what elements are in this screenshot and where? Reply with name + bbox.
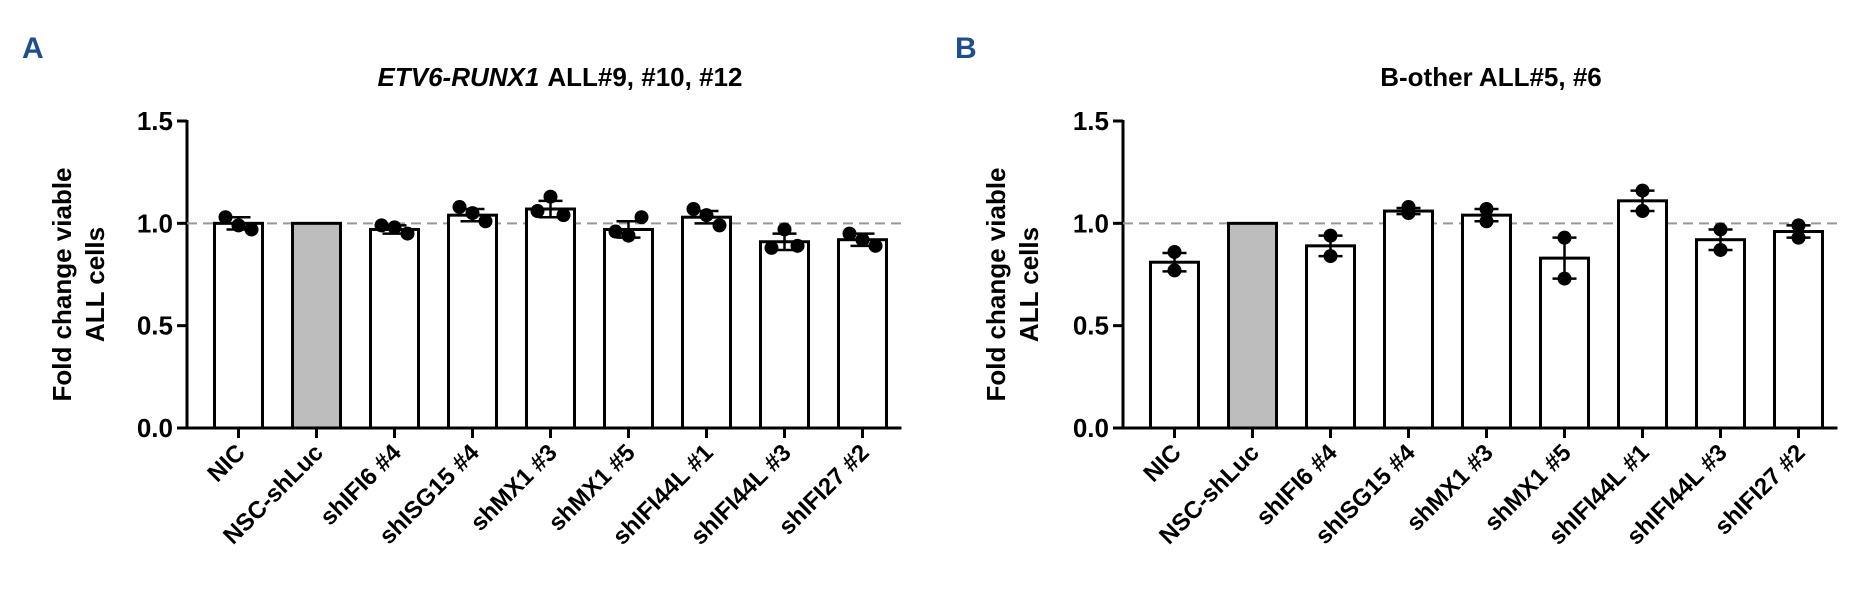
data-point [1713,242,1728,257]
data-point [777,222,792,237]
y-tick-label: 1.0 [137,208,173,238]
data-point [1791,218,1806,233]
bar [1383,209,1434,430]
data-point [1167,263,1182,278]
bar [1305,244,1356,430]
chart-title: ETV6-RUNX1 ALL#9, #10, #12 [378,62,743,92]
data-point [790,238,805,253]
y-tick-label: 1.5 [137,106,173,136]
y-axis-label: Fold change viable [47,167,77,401]
bar [369,227,420,430]
y-tick-label: 1.0 [1073,208,1109,238]
data-point [764,240,779,255]
data-point [1323,228,1338,243]
data-point [1401,206,1416,221]
y-tick-label: 0.0 [137,413,173,443]
data-point [634,210,649,225]
data-point [1635,183,1650,198]
data-point [621,228,636,243]
y-axis-label: ALL cells [1014,227,1044,342]
title-text: B-other ALL#5, #6 [1380,62,1602,92]
data-point [465,206,480,221]
y-axis-label: Fold change viable [981,167,1011,401]
bar [1149,260,1200,430]
data-point [452,199,467,214]
data-point [855,232,870,247]
data-point [374,218,389,233]
data-point [1557,230,1572,245]
data-point [400,226,415,241]
y-tick-label: 0.5 [137,311,173,341]
bar [837,238,888,430]
bar [681,215,732,430]
x-tick-label: NIC [202,439,250,487]
bar [525,207,576,430]
bar [1773,230,1824,430]
data-point [1479,214,1494,229]
title-italic: ETV6-RUNX1 [378,62,540,92]
bar [603,227,654,430]
bar [1695,238,1746,430]
data-point [699,208,714,223]
data-point [1479,202,1494,217]
data-point [1557,271,1572,286]
data-point [530,204,545,219]
data-point [868,238,883,253]
data-point [231,218,246,233]
bar [1461,213,1512,430]
panel-label: B [955,32,977,65]
bar [1617,199,1668,430]
bar [1227,221,1278,430]
bar [291,221,342,430]
y-tick-label: 0.0 [1073,413,1109,443]
data-point [1635,204,1650,219]
data-point [1713,222,1728,237]
bar [213,221,264,430]
chart-title: B-other ALL#5, #6 [1380,62,1602,92]
data-point [712,218,727,233]
data-point [387,220,402,235]
y-tick-label: 0.5 [1073,311,1109,341]
data-point [1167,244,1182,259]
title-text: ALL#9, #10, #12 [547,62,742,92]
y-axis-label: ALL cells [80,227,110,342]
data-point [218,210,233,225]
data-point [842,226,857,241]
data-point [244,222,259,237]
y-tick-label: 1.5 [1073,106,1109,136]
data-point [686,202,701,217]
data-point [543,189,558,204]
data-point [556,208,571,223]
data-point [478,214,493,229]
data-point [1791,230,1806,245]
data-point [608,224,623,239]
bar [759,240,810,430]
data-point [1323,249,1338,264]
panel-label: A [22,32,44,65]
bar [447,213,498,430]
x-tick-label: NIC [1138,439,1186,487]
